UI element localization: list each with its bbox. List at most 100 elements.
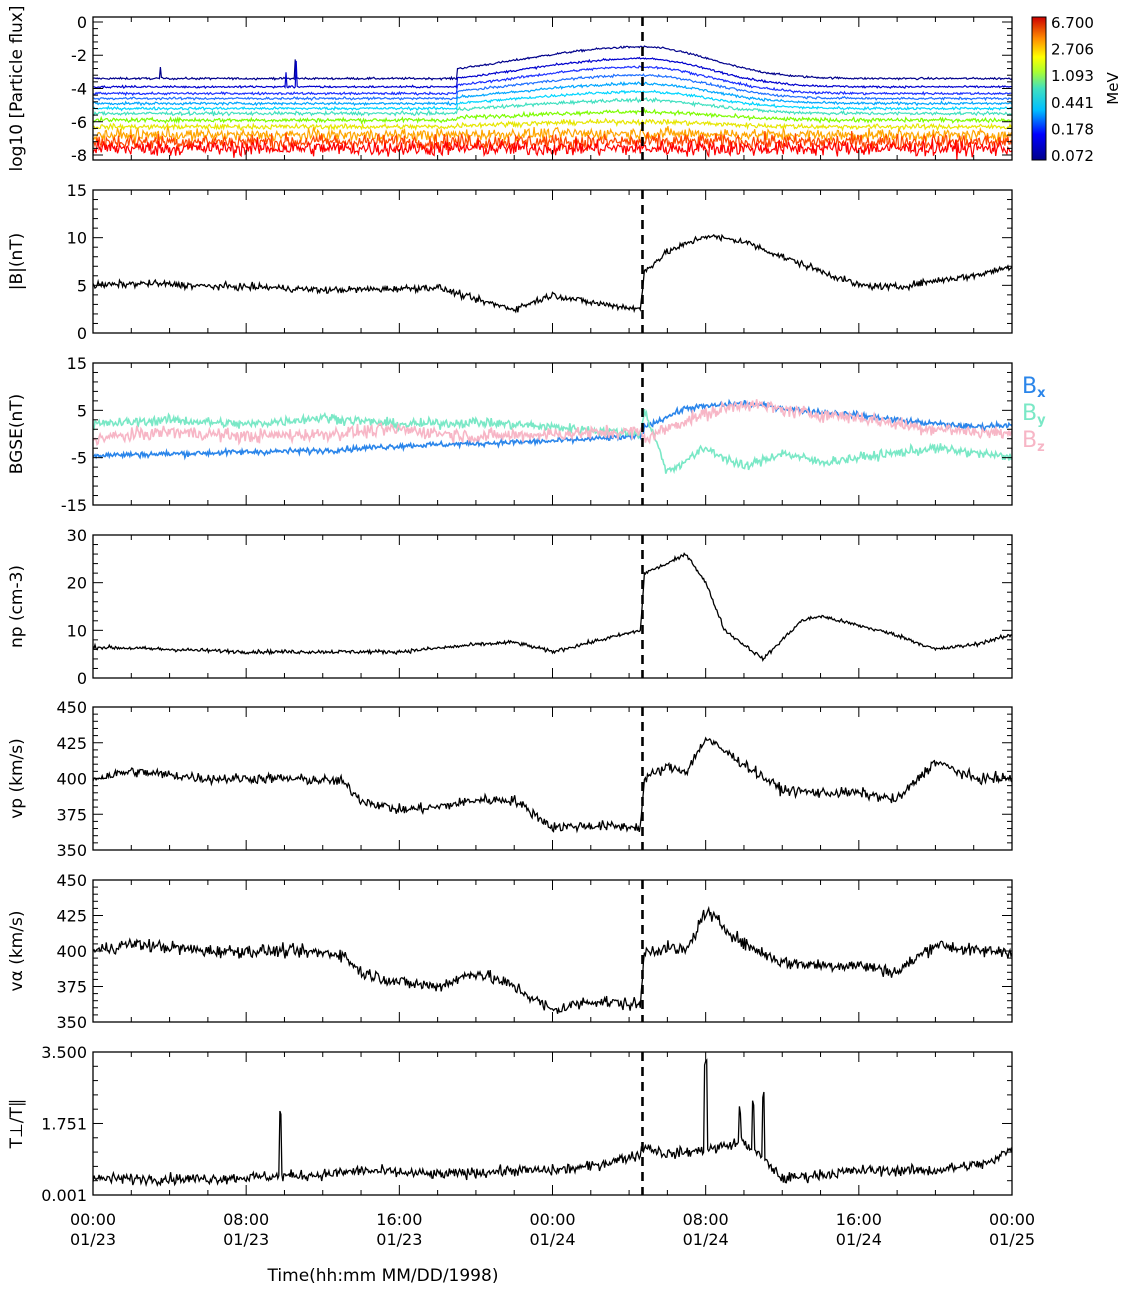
- y-axis-label-bgse: BGSE(nT): [7, 394, 27, 475]
- y-tick-label: 15: [67, 354, 87, 373]
- y-axis-label-vp: vp (km/s): [7, 738, 27, 819]
- y-tick-label: -8: [71, 146, 87, 165]
- y-axis-label-va: vα (km/s): [7, 911, 27, 992]
- panel-flux-data: [93, 45, 1012, 160]
- panel-va: 350 375 400 425 450 vα (km/s): [7, 871, 1013, 1032]
- series-bgse-bz: [93, 399, 1012, 447]
- y-tick-label: 0.001: [41, 1186, 87, 1205]
- y-tick-label: 400: [56, 942, 87, 961]
- colorbar-label: 1.093: [1051, 67, 1094, 85]
- x-tick-date: 01/24: [836, 1230, 882, 1249]
- series-flux-e01: [93, 56, 1012, 90]
- x-tick-time: 00:00: [529, 1210, 575, 1229]
- colorbar-label: 6.700: [1051, 14, 1094, 32]
- x-tick-time: 00:00: [989, 1210, 1035, 1229]
- panel-flux: 0 -2 -4 -6 -8 log10 [Particle flux]: [7, 6, 1013, 172]
- panels: 0 -2 -4 -6 -8 log10 [Particle flux] 0 5 10 15 |B|(…: [7, 6, 1046, 1205]
- y-tick-label: 20: [67, 574, 87, 593]
- y-tick-label: 0: [77, 324, 87, 343]
- panel-va-data: [93, 905, 1012, 1014]
- y-axis-label-np: np (cm-3): [7, 565, 27, 648]
- panel-np-frame: [92, 534, 1013, 679]
- x-axis-label: Time(hh:mm MM/DD/1998): [267, 1266, 499, 1286]
- series-flux-e18: [93, 125, 1012, 144]
- panel-bgse-data: [93, 398, 1012, 475]
- colorbar: 6.700 2.706 1.093 0.441 0.178 0.072 MeV: [1031, 14, 1122, 165]
- y-tick-label: 425: [56, 907, 87, 926]
- colorbar-label: 0.072: [1051, 147, 1094, 165]
- y-tick-label: 15: [67, 181, 87, 200]
- series-flux-e044: [93, 96, 1012, 117]
- x-tick-time: 16:00: [376, 1210, 422, 1229]
- y-tick-label: -4: [71, 80, 87, 99]
- series-np-np: [93, 552, 1012, 662]
- panel-bmag-frame: [92, 189, 1013, 334]
- panel-vp: 350 375 400 425 450 vp (km/s): [7, 698, 1013, 860]
- series-va-v: [93, 905, 1012, 1014]
- x-tick-date: 01/23: [223, 1230, 269, 1249]
- y-tick-label: 30: [67, 526, 87, 545]
- x-tick-time: 00:00: [70, 1210, 116, 1229]
- x-tick-date: 01/24: [683, 1230, 729, 1249]
- x-axis-tick-labels: 00:0001/2308:0001/2316:0001/2300:0001/24…: [70, 1210, 1035, 1249]
- panel-vp-data: [93, 736, 1012, 834]
- y-tick-label: 1.751: [41, 1114, 87, 1133]
- series-flux-e025: [93, 81, 1012, 107]
- y-axis-label-bmag: |B|(nT): [7, 233, 27, 291]
- y-tick-label: 375: [56, 978, 87, 997]
- y-tick-label: 425: [56, 734, 87, 753]
- y-tick-label: 5: [77, 401, 87, 420]
- series-flux-e07: [93, 107, 1012, 125]
- series-flux-e035: [93, 89, 1012, 112]
- x-tick-time: 16:00: [836, 1210, 882, 1229]
- x-tick-date: 01/25: [989, 1230, 1035, 1249]
- colorbar-label: 2.706: [1051, 41, 1094, 59]
- y-tick-label: 450: [56, 871, 87, 890]
- colorbar-unit: MeV: [1104, 72, 1122, 105]
- y-axis-label-tratio: T⊥/T∥: [7, 1099, 27, 1150]
- y-tick-label: 350: [56, 1013, 87, 1032]
- y-tick-label: 10: [67, 621, 87, 640]
- series-bgse-bx: [93, 398, 1012, 461]
- y-tick-label: 5: [77, 276, 87, 295]
- y-tick-label: 10: [67, 229, 87, 248]
- panel-tratio-data: [93, 1058, 1012, 1188]
- legend-by: By: [1022, 401, 1046, 428]
- x-tick-date: 01/23: [70, 1230, 116, 1249]
- panel-tratio: 0.001 1.751 3.500 T⊥/T∥: [7, 1043, 1013, 1205]
- y-tick-label: -2: [71, 46, 87, 65]
- series-tratio-tt: [93, 1058, 1012, 1188]
- y-tick-label: -5: [71, 449, 87, 468]
- panel-np-data: [93, 552, 1012, 662]
- x-tick-time: 08:00: [223, 1210, 269, 1229]
- y-tick-label: 450: [56, 698, 87, 717]
- colorbar-label: 0.441: [1051, 94, 1094, 112]
- colorbar-label: 0.178: [1051, 120, 1094, 138]
- x-tick-date: 01/23: [376, 1230, 422, 1249]
- y-tick-label: 3.500: [41, 1043, 87, 1062]
- y-tick-label: 0: [77, 13, 87, 32]
- x-tick-time: 08:00: [683, 1210, 729, 1229]
- x-tick-date: 01/24: [529, 1230, 575, 1249]
- series-flux-e0072: [93, 45, 1012, 81]
- panel-np: 0 10 20 30 np (cm-3): [7, 526, 1013, 688]
- colorbar-gradient: [1031, 16, 1047, 161]
- y-tick-label: 0: [77, 669, 87, 688]
- series-flux-e014: [93, 65, 1012, 97]
- series-bgse-by: [93, 408, 1012, 475]
- series-flux-e018: [93, 73, 1012, 102]
- y-axis-label-flux: log10 [Particle flux]: [7, 6, 27, 172]
- series-vp-vp: [93, 736, 1012, 834]
- legend-bz: Bz: [1022, 428, 1045, 455]
- series-flux-e109: [93, 117, 1012, 132]
- panel-bmag: 0 5 10 15 |B|(nT): [7, 181, 1013, 343]
- y-tick-label: -15: [61, 496, 87, 515]
- y-tick-label: 375: [56, 805, 87, 824]
- series-bmag-b: [93, 233, 1012, 314]
- panel-bmag-data: [93, 233, 1012, 314]
- y-tick-label: 350: [56, 841, 87, 860]
- legend-bx: Bx: [1022, 374, 1046, 401]
- y-tick-label: 400: [56, 770, 87, 789]
